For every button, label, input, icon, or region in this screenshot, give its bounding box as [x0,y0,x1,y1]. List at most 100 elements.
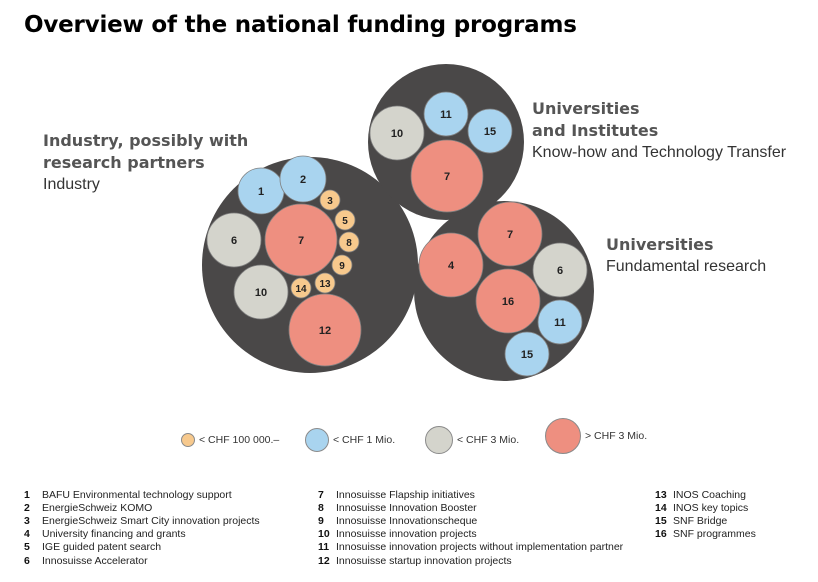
program-bubble-7: 7 [477,201,543,267]
bubble-circle-blue [537,299,583,345]
bubble-circle-orange [290,277,312,299]
bubble-circle-blue [504,331,550,377]
institutes-subtitle: Know-how and Technology Transfer [532,144,787,161]
program-bubble-1: 1 [237,167,285,215]
program-bubble-15: 15 [504,331,550,377]
program-item: 1 BAFU Environmental technology support [24,488,232,501]
bubble-label: 13 [319,279,331,290]
program-bubble-6: 6 [206,212,262,268]
bubble-circle-orange [319,189,341,211]
bubble-circle-grey [532,242,588,298]
program-bubble-7: 7 [410,139,484,213]
legend-swatch-grey [425,426,453,454]
bubble-circle-grey [233,264,289,320]
program-bubble-5: 5 [334,209,356,231]
program-bubble-11: 11 [423,91,469,137]
program-bubble-4: 4 [418,232,484,298]
bubble-circle-grey [206,212,262,268]
program-item: 11 Innosuisse innovation projects without… [318,541,624,554]
program-bubble-15: 15 [467,108,513,154]
legend-label: < CHF 1 Mio. [333,434,396,446]
program-bubble-6: 6 [532,242,588,298]
bubble-label: 7 [298,235,304,247]
bubble-label: 8 [346,238,352,249]
bubble-label: 1 [258,186,264,198]
bubble-circle-blue [467,108,513,154]
program-list-col-1: 1 BAFU Environmental technology support 2… [24,488,260,567]
program-item: 10 Innosuisse innovation projects [318,528,477,541]
institutes-cluster-label: Universities and Institutes Know-how and… [532,98,786,164]
program-bubble-9: 9 [331,254,353,276]
industry-heading-line2: research partners [43,153,205,172]
legend-label: < CHF 100 000.– [199,434,280,446]
bubble-label: 9 [339,261,345,272]
program-item: 14 INOS key topics [655,501,749,514]
program-bubble-12: 12 [288,293,362,367]
legend-item-red: > CHF 3 Mio. [545,418,648,454]
bubble-circle-red [477,201,543,267]
industry-subtitle: Industry [43,176,100,193]
program-list-col-3: 13 INOS Coaching 14 INOS key topics 15 SNF … [655,488,756,541]
program-bubble-14: 14 [290,277,312,299]
bubble-circle-orange [334,209,356,231]
program-item: 5 IGE guided patent search [24,541,162,554]
legend: < CHF 100 000.– < CHF 1 Mio. < CHF 3 Mio… [0,418,818,455]
program-bubble-16: 16 [475,268,541,334]
bubble-label: 16 [502,296,514,308]
program-item: 2 EnergieSchweiz KOMO [24,501,153,514]
program-item: 4 University financing and grants [24,528,186,541]
program-bubble-10: 10 [369,105,425,161]
program-bubble-2: 2 [279,155,327,203]
bubble-label: 5 [342,216,348,227]
bubble-label: 6 [557,265,563,277]
legend-swatch-red [545,418,581,454]
program-item: 9 Innosuisse Innovationscheque [318,514,478,527]
program-item: 15 SNF Bridge [655,514,728,527]
bubble-label: 6 [231,235,237,247]
bubble-label: 11 [554,317,566,329]
bubble-circle-red [410,139,484,213]
institutes-heading-line1: Universities [532,99,640,118]
bubble-circle-orange [331,254,353,276]
bubble-label: 15 [521,349,533,361]
bubble-label: 12 [319,325,331,337]
bubble-label: 7 [444,171,450,183]
bubble-circle-red [264,203,338,277]
bubble-circle-blue [279,155,327,203]
program-bubble-8: 8 [338,231,360,253]
institutes-heading-line2: and Institutes [532,121,659,140]
bubble-label: 4 [448,260,455,272]
program-item: 13 INOS Coaching [655,488,746,501]
program-bubble-13: 13 [314,272,336,294]
industry-heading-line1: Industry, possibly with [43,131,249,150]
bubble-circle-grey [369,105,425,161]
legend-label: > CHF 3 Mio. [585,430,648,442]
bubble-label: 10 [391,128,403,140]
program-bubble-7: 7 [264,203,338,277]
bubble-label: 2 [300,174,306,186]
bubble-label: 15 [484,126,496,138]
program-bubble-3: 3 [319,189,341,211]
bubble-circle-red [418,232,484,298]
industry-cluster-label: Industry, possibly with research partner… [43,130,248,196]
program-list-col-2: 7 Innosuisse Flapship initiatives 8 Innosu… [318,488,623,567]
legend-swatch-blue [305,428,329,452]
bubble-label: 7 [507,229,513,241]
program-item: 8 Innosuisse Innovation Booster [318,501,477,514]
bubble-label: 11 [440,109,452,121]
program-bubble-10: 10 [233,264,289,320]
universities-heading: Universities [606,235,714,254]
bubble-circle-red [475,268,541,334]
legend-item-grey: < CHF 3 Mio. [425,425,519,455]
legend-item-blue: < CHF 1 Mio. [305,425,395,455]
universities-subtitle: Fundamental research [606,258,767,275]
program-item: 6 Innosuisse Accelerator [24,554,148,567]
bubble-label: 3 [327,196,333,207]
program-item: 12 Innosuisse startup innovation projects [318,554,512,567]
legend-item-orange: < CHF 100 000.– [181,425,279,455]
program-item: 7 Innosuisse Flapship initiatives [318,488,475,501]
bubble-label: 10 [255,287,267,299]
bubble-label: 14 [295,284,307,295]
